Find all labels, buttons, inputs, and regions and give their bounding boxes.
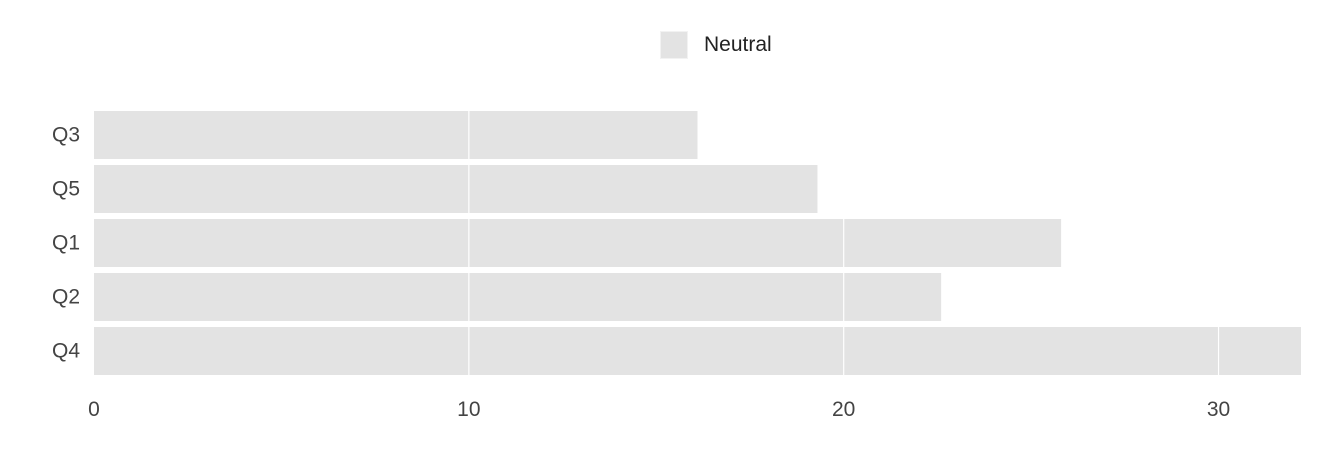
chart-legend: Neutral [660, 30, 772, 60]
category-label-q1: Q1 [52, 232, 80, 255]
category-label-q2: Q2 [52, 286, 80, 309]
bar-q1 [94, 219, 1062, 267]
bar-q4 [94, 327, 1301, 375]
category-label-q3: Q3 [52, 124, 80, 147]
bar-q2 [94, 273, 942, 321]
legend-swatch-neutral [660, 31, 688, 59]
x-tick-label-30: 30 [1207, 398, 1230, 421]
legend-label-neutral: Neutral [704, 33, 772, 56]
x-tick-label-20: 20 [832, 398, 855, 421]
x-tick-label-10: 10 [457, 398, 480, 421]
category-label-q4: Q4 [52, 340, 80, 363]
bar-q3 [94, 111, 698, 159]
bar-q5 [94, 165, 818, 213]
x-tick-label-0: 0 [88, 398, 100, 421]
category-label-q5: Q5 [52, 178, 80, 201]
